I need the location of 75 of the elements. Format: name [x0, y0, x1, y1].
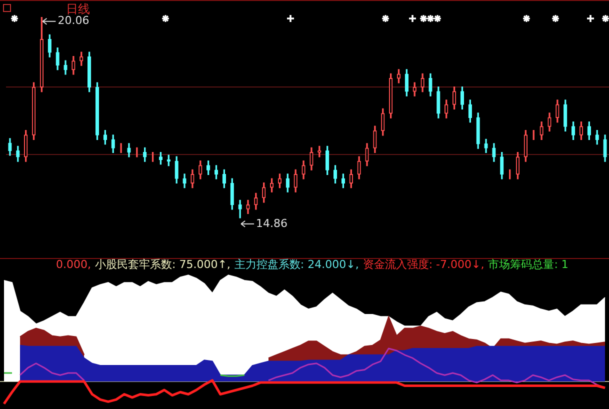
candlestick	[286, 174, 290, 192]
candlestick	[182, 174, 186, 188]
candlestick	[56, 48, 60, 70]
candlestick	[404, 69, 409, 96]
candlestick	[64, 60, 68, 75]
candlestick	[174, 156, 178, 184]
candlestick	[238, 200, 242, 218]
candlestick	[198, 160, 202, 180]
candlestick	[484, 138, 488, 154]
candlestick	[349, 169, 353, 188]
candlestick	[80, 52, 84, 66]
candlestick	[603, 134, 607, 162]
candlestick	[548, 112, 552, 132]
candlestick	[166, 154, 170, 166]
candlestick	[508, 169, 511, 180]
candlestick	[595, 130, 599, 145]
annotation: 20.06	[58, 14, 90, 28]
candlestick	[540, 122, 544, 140]
text: 资金流入强度: -7.000↓,	[362, 258, 484, 271]
text: 主力控盘系数: 24.000↓,	[234, 258, 359, 271]
candlestick	[468, 100, 472, 123]
candlestick	[87, 52, 92, 92]
candlestick	[396, 69, 401, 84]
candlestick	[206, 160, 210, 176]
candlestick	[428, 73, 432, 96]
candlestick	[48, 34, 52, 58]
candlestick	[246, 200, 250, 214]
annotation: 14.86	[256, 216, 288, 230]
candlestick	[8, 138, 12, 156]
candlestick	[436, 86, 440, 118]
candlestick	[587, 122, 591, 140]
candlestick	[278, 174, 282, 188]
candlestick	[341, 174, 346, 188]
candlestick	[373, 126, 377, 154]
chart-title: 日线	[66, 1, 90, 16]
candlestick	[32, 82, 36, 140]
candlestick	[95, 82, 100, 140]
candlestick	[381, 108, 385, 136]
candlestick	[222, 169, 226, 188]
candlestick	[365, 143, 369, 166]
candlestick	[556, 100, 560, 123]
candlestick	[388, 73, 393, 118]
candlestick	[524, 130, 528, 162]
candlestick	[152, 152, 154, 162]
candlestick	[492, 143, 496, 162]
candlestick	[571, 122, 576, 140]
text: 市场筹码总量: 1	[488, 258, 568, 271]
text: 小股民套牢系数: 75.000↑,	[95, 258, 230, 271]
candlestick	[103, 130, 108, 145]
candlestick	[516, 152, 520, 180]
text: 0.000,	[56, 258, 91, 271]
candlestick	[190, 169, 194, 188]
candlestick	[143, 147, 147, 162]
candlestick	[326, 146, 330, 176]
candlestick	[24, 130, 28, 162]
candlestick	[230, 178, 234, 210]
candlestick	[254, 192, 258, 210]
candlestick	[564, 100, 568, 132]
candlestick	[270, 178, 274, 192]
candlestick	[444, 100, 448, 118]
candlestick	[579, 122, 584, 140]
candlestick	[420, 73, 424, 92]
candlestick	[127, 143, 131, 158]
candlestick	[40, 17, 44, 92]
candlestick	[262, 182, 266, 203]
candlestick	[158, 152, 163, 165]
candlestick	[318, 146, 322, 158]
candlestick	[294, 169, 298, 192]
candlestick	[302, 160, 306, 180]
candlestick	[460, 86, 464, 110]
candlestick	[72, 56, 76, 75]
candlestick	[452, 86, 456, 110]
candlestick	[357, 156, 361, 180]
candlestick	[500, 152, 504, 180]
candlestick	[310, 147, 314, 170]
